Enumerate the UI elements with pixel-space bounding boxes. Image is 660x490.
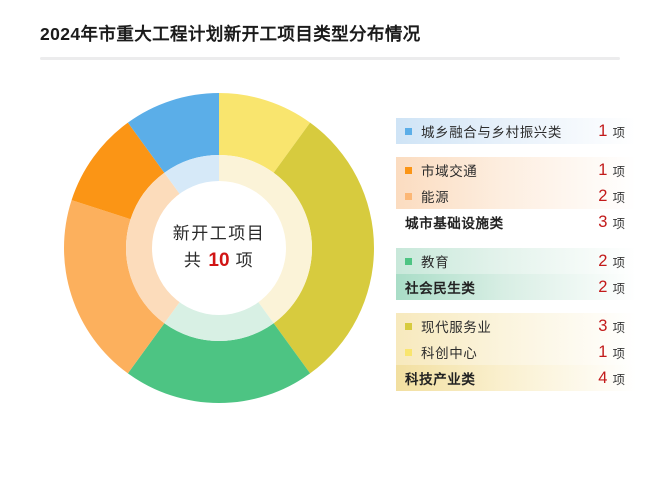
legend-total-row[interactable]: 城市基础设施类 3 项: [396, 209, 636, 235]
donut-hole: [152, 181, 286, 315]
title-divider: [40, 57, 620, 60]
legend-unit: 项: [612, 216, 625, 231]
legend: 城乡融合与乡村振兴类 1 项市域交通 1 项能源 2 项城市基础设施类 3 项教育 2 项社会民生类…: [396, 118, 636, 391]
legend-swatch-icon: [405, 166, 412, 174]
legend-count: 2: [598, 277, 608, 296]
donut-slice[interactable]: [273, 122, 374, 374]
legend-unit: 项: [612, 125, 625, 140]
donut-svg: [64, 93, 374, 403]
donut-slice[interactable]: [71, 122, 165, 220]
legend-label: 城市基础设施类: [405, 216, 504, 231]
legend-label: 科创中心: [421, 346, 478, 361]
donut-slice[interactable]: [125, 172, 181, 324]
legend-count: 1: [598, 160, 608, 179]
legend-count: 1: [598, 121, 608, 140]
legend-row[interactable]: 教育 2 项: [396, 248, 636, 274]
legend-count: 2: [598, 251, 608, 270]
donut-slice[interactable]: [164, 301, 274, 341]
legend-swatch-icon: [405, 127, 412, 135]
legend-group-urban-rural: 城乡融合与乡村振兴类 1 项: [396, 118, 636, 144]
legend-label: 科技产业类: [405, 372, 476, 387]
legend-group-technology: 现代服务业 3 项科创中心 1 项科技产业类 4 项: [396, 313, 636, 391]
legend-row[interactable]: 城乡融合与乡村振兴类 1 项: [396, 118, 636, 144]
page-header: 2024年市重大工程计划新开工项目类型分布情况: [0, 0, 660, 62]
legend-swatch-icon: [405, 322, 412, 330]
legend-unit: 项: [612, 190, 625, 205]
page-title: 2024年市重大工程计划新开工项目类型分布情况: [40, 24, 421, 44]
donut-slice[interactable]: [219, 155, 312, 324]
legend-unit: 项: [612, 320, 625, 335]
legend-swatch-icon: [405, 192, 412, 200]
legend-row[interactable]: 科创中心 1 项: [396, 339, 636, 365]
legend-unit: 项: [612, 281, 625, 296]
donut-slice[interactable]: [127, 93, 219, 173]
legend-row[interactable]: 能源 2 项: [396, 183, 636, 209]
legend-label: 现代服务业: [421, 320, 492, 335]
donut-slice[interactable]: [219, 93, 311, 173]
legend-unit: 项: [612, 346, 625, 361]
legend-count: 2: [598, 186, 608, 205]
legend-group-social: 教育 2 项社会民生类 2 项: [396, 248, 636, 300]
legend-count: 1: [598, 342, 608, 361]
donut-slice[interactable]: [64, 200, 165, 374]
legend-label: 市域交通: [421, 164, 478, 179]
legend-label: 城乡融合与乡村振兴类: [421, 125, 562, 140]
donut-rings: [64, 93, 374, 403]
legend-label: 教育: [421, 255, 450, 270]
donut-slice[interactable]: [127, 323, 311, 403]
legend-unit: 项: [612, 164, 625, 179]
legend-unit: 项: [612, 372, 625, 387]
inner-ring: [125, 155, 312, 341]
legend-count: 3: [598, 212, 608, 231]
legend-total-row[interactable]: 科技产业类 4 项: [396, 365, 636, 391]
legend-swatch-icon: [405, 348, 412, 356]
legend-group-infrastructure: 市域交通 1 项能源 2 项城市基础设施类 3 项: [396, 157, 636, 235]
donut-chart: 新开工项目 共 10 项: [56, 88, 376, 428]
outer-ring: [64, 93, 374, 403]
legend-row[interactable]: 市域交通 1 项: [396, 157, 636, 183]
legend-count: 3: [598, 316, 608, 335]
donut-slice[interactable]: [164, 155, 219, 195]
legend-swatch-icon: [405, 257, 412, 265]
legend-label: 能源: [421, 190, 450, 205]
legend-total-row[interactable]: 社会民生类 2 项: [396, 274, 636, 300]
legend-row[interactable]: 现代服务业 3 项: [396, 313, 636, 339]
legend-label: 社会民生类: [405, 281, 476, 296]
legend-count: 4: [598, 368, 608, 387]
legend-unit: 项: [612, 255, 625, 270]
